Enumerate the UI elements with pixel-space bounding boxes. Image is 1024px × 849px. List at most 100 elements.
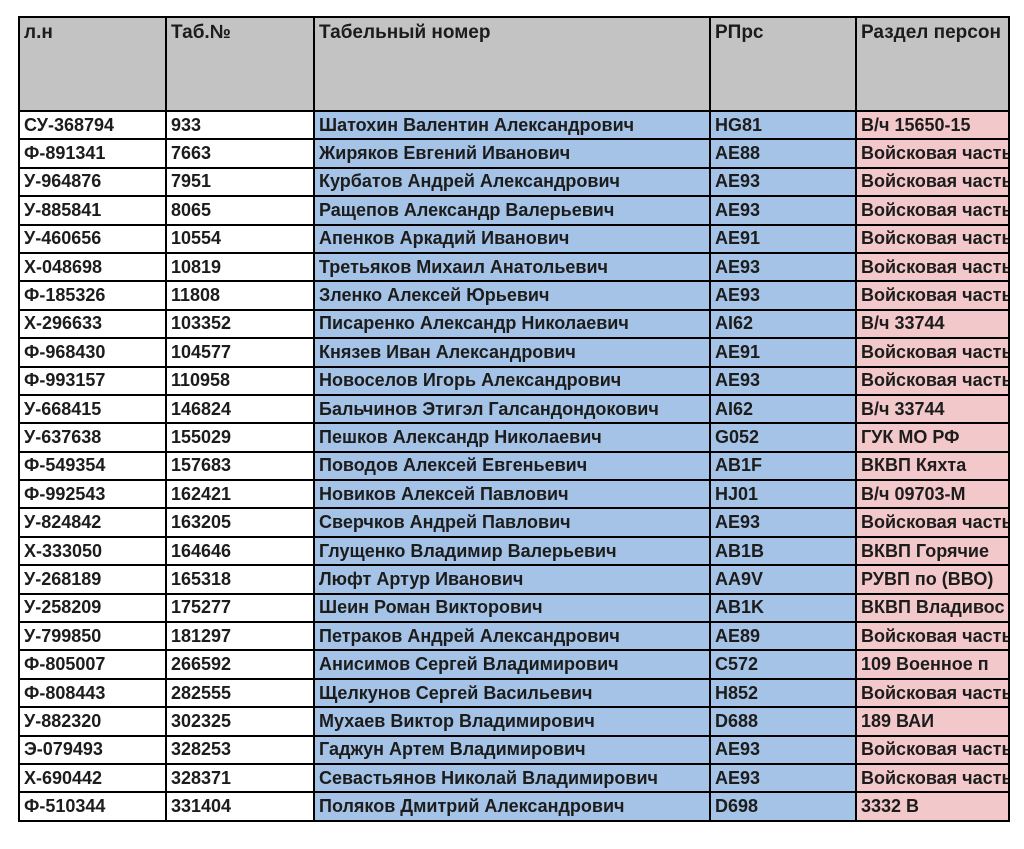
cell-tab[interactable]: 146824 xyxy=(165,393,315,425)
cell-ln[interactable]: У-799850 xyxy=(18,621,167,652)
cell-tab[interactable]: 328253 xyxy=(165,734,315,765)
column-header-name[interactable]: Табельный номер xyxy=(313,16,711,112)
cell-section[interactable]: Войсковая часть xyxy=(855,337,1010,368)
cell-section[interactable]: Войсковая часть xyxy=(855,762,1010,794)
cell-name[interactable]: Севастьянов Николай Владимирович xyxy=(313,762,711,794)
cell-rprs[interactable]: D698 xyxy=(709,791,857,822)
cell-rprs[interactable]: AE91 xyxy=(709,337,857,368)
cell-tab[interactable]: 331404 xyxy=(165,791,315,822)
cell-tab[interactable]: 103352 xyxy=(165,308,315,340)
cell-rprs[interactable]: AE93 xyxy=(709,762,857,794)
cell-rprs[interactable]: AI62 xyxy=(709,393,857,425)
cell-name[interactable]: Пешков Александр Николаевич xyxy=(313,422,711,453)
cell-name[interactable]: Третьяков Михаил Анатольевич xyxy=(313,251,711,283)
cell-ln[interactable]: У-258209 xyxy=(18,592,167,624)
cell-rprs[interactable]: AE93 xyxy=(709,507,857,538)
cell-ln[interactable]: У-268189 xyxy=(18,564,167,595)
cell-ln[interactable]: Х-333050 xyxy=(18,535,167,567)
cell-rprs[interactable]: C572 xyxy=(709,649,857,680)
cell-rprs[interactable]: HG81 xyxy=(709,109,857,141)
cell-section[interactable]: В/ч 09703-М xyxy=(855,479,1010,510)
cell-ln[interactable]: Ф-510344 xyxy=(18,791,167,822)
cell-tab[interactable]: 933 xyxy=(165,109,315,141)
cell-rprs[interactable]: H852 xyxy=(709,677,857,709)
cell-rprs[interactable]: AA9V xyxy=(709,564,857,595)
cell-section[interactable]: ВКВП Кяхта xyxy=(855,450,1010,482)
column-header-tab[interactable]: Таб.№ xyxy=(165,16,315,112)
cell-name[interactable]: Щелкунов Сергей Васильевич xyxy=(313,677,711,709)
cell-section[interactable]: РУВП по (ВВО) xyxy=(855,564,1010,595)
cell-rprs[interactable]: G052 xyxy=(709,422,857,453)
cell-section[interactable]: В/ч 33744 xyxy=(855,393,1010,425)
cell-section[interactable]: 189 ВАИ xyxy=(855,706,1010,737)
cell-ln[interactable]: Х-690442 xyxy=(18,762,167,794)
cell-ln[interactable]: Ф-185326 xyxy=(18,280,167,311)
cell-rprs[interactable]: AE93 xyxy=(709,166,857,198)
cell-ln[interactable]: Ф-993157 xyxy=(18,365,167,396)
cell-ln[interactable]: У-460656 xyxy=(18,223,167,254)
cell-section[interactable]: Войсковая часть xyxy=(855,138,1010,169)
cell-section[interactable]: 3332 В xyxy=(855,791,1010,822)
cell-rprs[interactable]: AB1K xyxy=(709,592,857,624)
cell-rprs[interactable]: AE88 xyxy=(709,138,857,169)
cell-rprs[interactable]: AE93 xyxy=(709,280,857,311)
cell-section[interactable]: Войсковая часть xyxy=(855,734,1010,765)
cell-rprs[interactable]: AB1F xyxy=(709,450,857,482)
cell-tab[interactable]: 175277 xyxy=(165,592,315,624)
cell-ln[interactable]: Ф-805007 xyxy=(18,649,167,680)
cell-name[interactable]: Сверчков Андрей Павлович xyxy=(313,507,711,538)
cell-rprs[interactable]: AI62 xyxy=(709,308,857,340)
column-header-rprs[interactable]: РПрс xyxy=(709,16,857,112)
cell-ln[interactable]: У-885841 xyxy=(18,195,167,226)
cell-name[interactable]: Шатохин Валентин Александрович xyxy=(313,109,711,141)
cell-tab[interactable]: 157683 xyxy=(165,450,315,482)
cell-ln[interactable]: У-668415 xyxy=(18,393,167,425)
cell-rprs[interactable]: HJ01 xyxy=(709,479,857,510)
cell-section[interactable]: Войсковая часть xyxy=(855,280,1010,311)
cell-name[interactable]: Ращепов Александр Валерьевич xyxy=(313,195,711,226)
cell-tab[interactable]: 104577 xyxy=(165,337,315,368)
cell-ln[interactable]: У-637638 xyxy=(18,422,167,453)
cell-ln[interactable]: У-882320 xyxy=(18,706,167,737)
cell-ln[interactable]: Ф-808443 xyxy=(18,677,167,709)
cell-name[interactable]: Князев Иван Александрович xyxy=(313,337,711,368)
cell-rprs[interactable]: AE89 xyxy=(709,621,857,652)
cell-name[interactable]: Курбатов Андрей Александрович xyxy=(313,166,711,198)
column-header-ln[interactable]: л.н xyxy=(18,16,167,112)
cell-section[interactable]: Войсковая часть xyxy=(855,223,1010,254)
cell-name[interactable]: Поляков Дмитрий Александрович xyxy=(313,791,711,822)
cell-ln[interactable]: Ф-992543 xyxy=(18,479,167,510)
cell-section[interactable]: В/ч 15650-15 xyxy=(855,109,1010,141)
cell-name[interactable]: Поводов Алексей Евгеньевич xyxy=(313,450,711,482)
cell-name[interactable]: Жиряков Евгений Иванович xyxy=(313,138,711,169)
cell-tab[interactable]: 164646 xyxy=(165,535,315,567)
cell-name[interactable]: Писаренко Александр Николаевич xyxy=(313,308,711,340)
cell-tab[interactable]: 10554 xyxy=(165,223,315,254)
cell-ln[interactable]: Ф-891341 xyxy=(18,138,167,169)
cell-rprs[interactable]: AE93 xyxy=(709,734,857,765)
cell-tab[interactable]: 181297 xyxy=(165,621,315,652)
cell-name[interactable]: Шеин Роман Викторович xyxy=(313,592,711,624)
column-header-section[interactable]: Раздел персон xyxy=(855,16,1010,112)
cell-ln[interactable]: Э-079493 xyxy=(18,734,167,765)
cell-tab[interactable]: 8065 xyxy=(165,195,315,226)
cell-section[interactable]: Войсковая часть xyxy=(855,166,1010,198)
cell-section[interactable]: Войсковая часть xyxy=(855,621,1010,652)
cell-name[interactable]: Люфт Артур Иванович xyxy=(313,564,711,595)
cell-ln[interactable]: Х-048698 xyxy=(18,251,167,283)
cell-section[interactable]: Войсковая часть xyxy=(855,251,1010,283)
cell-tab[interactable]: 302325 xyxy=(165,706,315,737)
cell-rprs[interactable]: AB1B xyxy=(709,535,857,567)
cell-name[interactable]: Мухаев Виктор Владимирович xyxy=(313,706,711,737)
cell-tab[interactable]: 165318 xyxy=(165,564,315,595)
cell-section[interactable]: Войсковая часть xyxy=(855,677,1010,709)
cell-tab[interactable]: 163205 xyxy=(165,507,315,538)
cell-section[interactable]: ВКВП Владивос xyxy=(855,592,1010,624)
cell-rprs[interactable]: AE93 xyxy=(709,251,857,283)
cell-section[interactable]: ГУК МО РФ xyxy=(855,422,1010,453)
cell-tab[interactable]: 328371 xyxy=(165,762,315,794)
cell-name[interactable]: Анисимов Сергей Владимирович xyxy=(313,649,711,680)
cell-tab[interactable]: 266592 xyxy=(165,649,315,680)
cell-section[interactable]: 109 Военное п xyxy=(855,649,1010,680)
cell-tab[interactable]: 110958 xyxy=(165,365,315,396)
